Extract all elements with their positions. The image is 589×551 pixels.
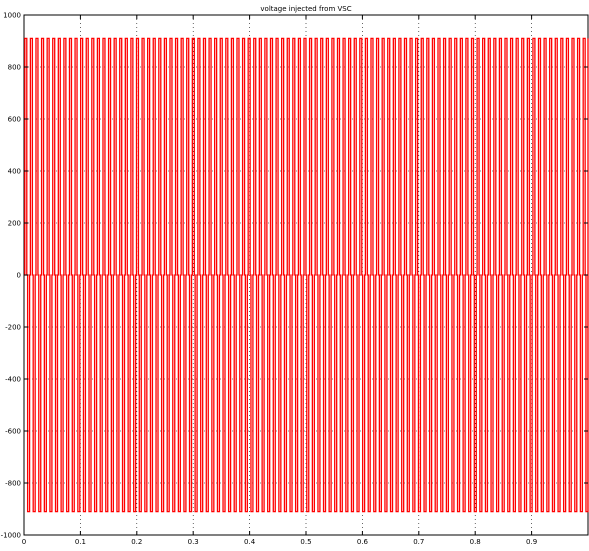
x-tick-label: 0.8: [470, 538, 481, 546]
y-tick-label: 1000: [3, 12, 21, 20]
y-tick-label: -400: [5, 376, 21, 384]
y-tick-label: -1000: [1, 532, 21, 540]
y-tick-label: 200: [8, 220, 21, 228]
x-tick-label: 0.2: [131, 538, 142, 546]
y-tick-label: -600: [5, 428, 21, 436]
x-tick-label: 0.3: [188, 538, 199, 546]
series-line: [24, 37, 589, 513]
y-tick-label: -200: [5, 324, 21, 332]
x-tick-label: 0.4: [244, 538, 256, 546]
x-tick-label: 0.5: [300, 538, 311, 546]
chart-title: voltage injected from VSC: [260, 5, 351, 13]
x-tick-label: 0.7: [413, 538, 424, 546]
series-group: [24, 37, 589, 513]
y-tick-label: -800: [5, 480, 21, 488]
y-tick-label: 0: [17, 272, 21, 280]
x-tick-label: 0.1: [75, 538, 86, 546]
y-tick-label: 800: [8, 64, 21, 72]
x-tick-label: 0: [22, 538, 26, 546]
y-axis: 1000 800 600 400 200 0 -200 -400 -600 -800 -1000: [1, 12, 588, 540]
y-tick-label: 400: [8, 168, 21, 176]
x-tick-label: 0.9: [526, 538, 537, 546]
x-axis: 0 0.1 0.2 0.3 0.4 0.5 0.6 0.7 0.8 0.9: [22, 15, 537, 546]
y-tick-label: 600: [8, 116, 21, 124]
x-tick-label: 0.6: [357, 538, 369, 546]
